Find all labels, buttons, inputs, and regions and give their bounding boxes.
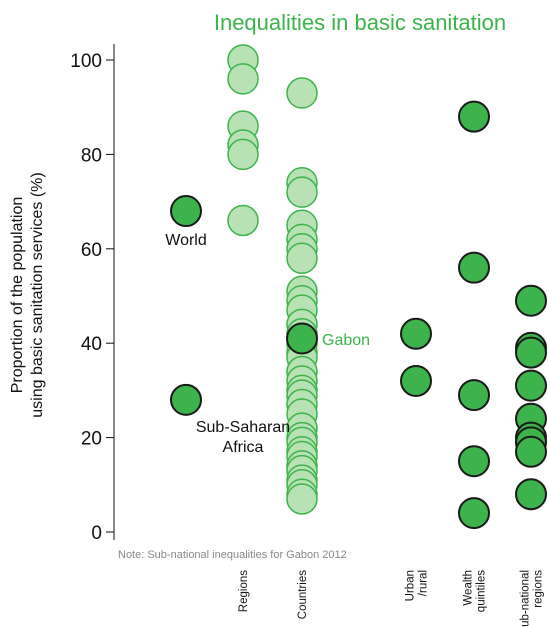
annotation-ssa-line1: Sub-Saharan xyxy=(196,419,290,436)
data-point-light xyxy=(227,138,259,171)
category-label: regions xyxy=(533,570,545,608)
y-tick-label: 100 xyxy=(70,51,102,72)
category-label: /rural xyxy=(418,570,430,596)
data-point-highlight xyxy=(458,445,490,478)
data-point-highlight xyxy=(458,251,490,284)
data-point-highlight xyxy=(286,322,318,355)
annotation-world: World xyxy=(165,232,207,249)
data-point-light xyxy=(227,204,259,237)
data-point-light xyxy=(227,63,259,95)
chart-note: Note: Sub-national inequalities for Gabo… xyxy=(118,549,347,561)
data-point-highlight xyxy=(170,195,202,228)
data-point-highlight xyxy=(170,383,202,416)
data-point-highlight xyxy=(515,369,547,402)
data-point-light xyxy=(286,176,318,208)
y-tick-label: 20 xyxy=(81,429,102,450)
annotation-ssa-line2: Africa xyxy=(223,439,264,456)
category-label: Regions xyxy=(238,570,250,612)
category-label: Urban xyxy=(405,570,417,601)
y-tick-label: 60 xyxy=(81,240,102,261)
data-point-highlight xyxy=(458,100,490,133)
category-label: quintiles xyxy=(476,570,488,612)
data-point-highlight xyxy=(458,379,490,412)
y-axis-label-line1: Proportion of the population xyxy=(9,197,26,394)
annotation-gabon: Gabon xyxy=(322,332,370,349)
y-axis-label: Proportion of the population using basic… xyxy=(9,172,46,417)
data-point-highlight xyxy=(515,284,547,317)
data-point-light xyxy=(286,483,318,515)
chart-title: Inequalities in basic sanitation xyxy=(214,10,506,35)
data-points xyxy=(170,44,547,530)
data-point-highlight xyxy=(458,497,490,530)
data-point-highlight xyxy=(400,317,432,350)
category-label: Countries xyxy=(297,570,309,619)
data-point-light xyxy=(286,77,318,109)
data-point-light xyxy=(286,242,318,274)
data-point-highlight xyxy=(515,435,547,468)
category-label: Wealth xyxy=(463,570,475,606)
y-axis-label-line2: using basic sanitation services (%) xyxy=(29,172,46,417)
y-tick-label: 0 xyxy=(91,523,102,544)
category-label: Sub-national xyxy=(520,570,532,627)
y-tick-label: 80 xyxy=(81,145,102,166)
data-point-highlight xyxy=(515,478,547,511)
category-labels: Regions Countries Urban/rural Wealth quintil… xyxy=(238,570,545,627)
y-axis-ticks: 0 20 40 60 80 100 xyxy=(70,51,114,544)
data-point-highlight xyxy=(400,364,432,397)
y-tick-label: 40 xyxy=(81,334,102,355)
data-point-highlight xyxy=(515,336,547,369)
